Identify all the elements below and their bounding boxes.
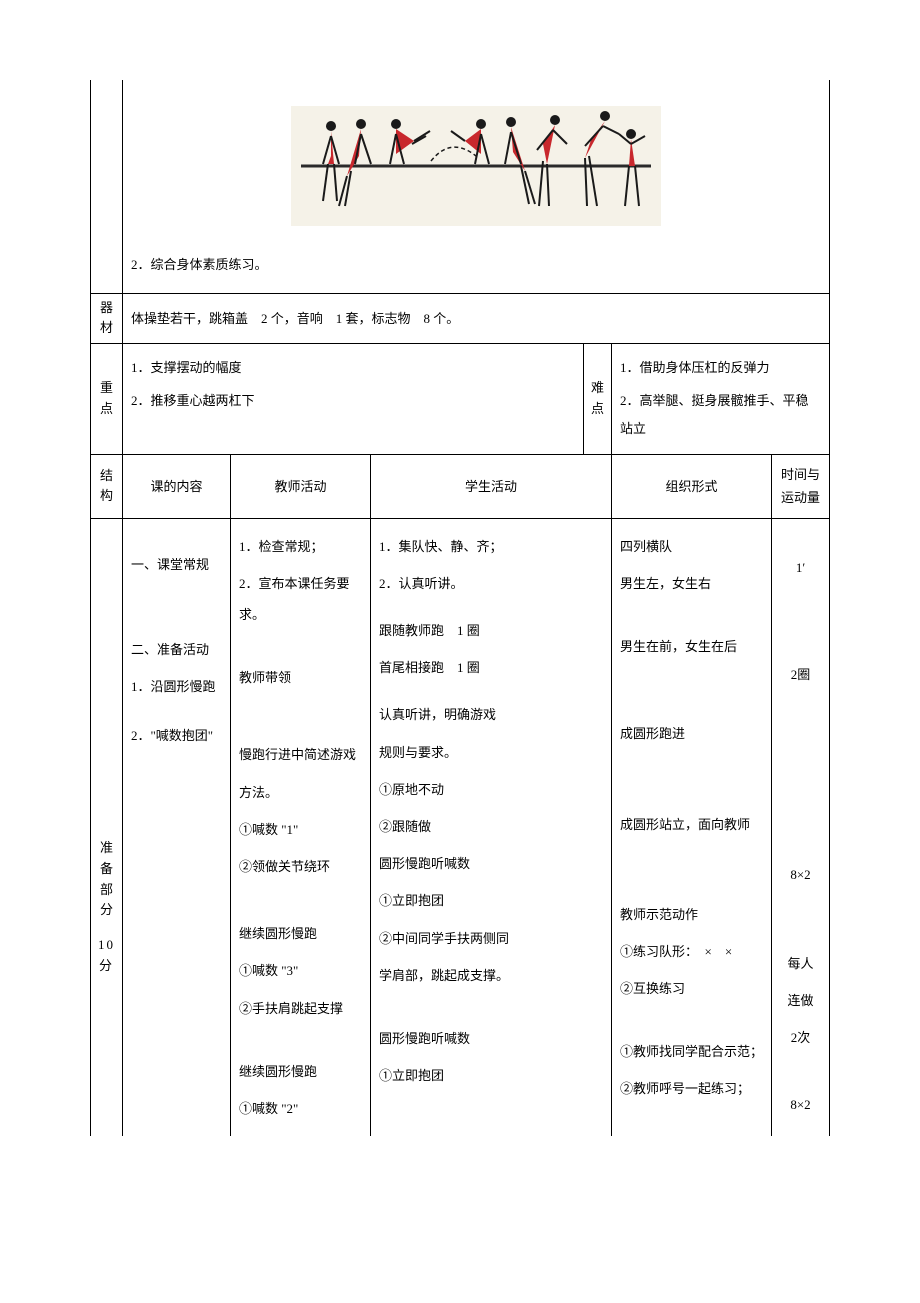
teacher-r1b: 2．宣布本课任务要求。 xyxy=(239,568,362,630)
content-r2a: 二、准备活动 xyxy=(131,634,222,665)
teacher-r5a: 继续圆形慢跑 xyxy=(239,918,362,949)
top-note: 2．综合身体素质练习。 xyxy=(131,249,821,280)
content-r1: 一、课堂常规 xyxy=(131,549,222,580)
org-r6a: ①教师找同学配合示范； xyxy=(620,1036,763,1067)
org-r6b: ②教师呼号一起练习； xyxy=(620,1073,763,1104)
student-r5d: 学肩部，跳起成支撑。 xyxy=(379,960,603,991)
student-r3a: 认真听讲，明确游戏 xyxy=(379,699,603,730)
student-r4a: ①原地不动 xyxy=(379,774,603,805)
time-r4: 8×2 xyxy=(780,859,821,890)
teacher-r4a: ①喊数 "1" xyxy=(239,814,362,845)
equipment-label: 器材 xyxy=(91,293,123,344)
kp-left-2: 2．推移重心越两杠下 xyxy=(131,387,575,416)
keypoints-left-label: 重点 xyxy=(91,344,123,455)
teacher-r3a: 慢跑行进中简述游戏 xyxy=(239,739,362,770)
prep-struct-label: 准备部分 10分 xyxy=(91,518,123,1136)
hdr-content: 课的内容 xyxy=(123,454,231,518)
student-r1b: 2．认真听讲。 xyxy=(379,568,603,599)
equipment-text: 体操垫若干，跳箱盖 2 个，音响 1 套，标志物 8 个。 xyxy=(123,293,830,344)
student-r2a: 跟随教师跑 1 圈 xyxy=(379,615,603,646)
time-r5a: 每人 xyxy=(780,948,821,979)
keypoints-right-cell: 1．借助身体压杠的反弹力 2．高举腿、挺身展髋推手、平稳站立 xyxy=(612,344,830,455)
teacher-r6a: 继续圆形慢跑 xyxy=(239,1056,362,1087)
org-r1b: 男生左，女生右 xyxy=(620,568,763,599)
table-header-row: 结构 课的内容 教师活动 学生活动 组织形式 时间与运动量 xyxy=(91,454,830,518)
time-r6: 8×2 xyxy=(780,1089,821,1120)
hdr-time: 时间与运动量 xyxy=(772,454,830,518)
keypoints-row: 重点 1．支撑摆动的幅度 2．推移重心越两杠下 难点 1．借助身体压杠的反弹力 … xyxy=(91,344,830,455)
hdr-struct: 结构 xyxy=(91,454,123,518)
org-r2: 男生在前，女生在后 xyxy=(620,631,763,662)
student-r6a: 圆形慢跑听喊数 xyxy=(379,1023,603,1054)
org-r5b: ①练习队形： × × xyxy=(620,936,763,967)
content-r2b: 1．沿圆形慢跑 xyxy=(131,671,222,702)
teacher-r4b: ②领做关节绕环 xyxy=(239,851,362,882)
org-r5c: ②互换练习 xyxy=(620,973,763,1004)
student-r4b: ②跟随做 xyxy=(379,811,603,842)
student-r5a: 圆形慢跑听喊数 xyxy=(379,848,603,879)
org-r1a: 四列横队 xyxy=(620,531,763,562)
prep-teacher-cell: 1．检查常规； 2．宣布本课任务要求。 教师带领 慢跑行进中简述游戏 方法。 ①… xyxy=(231,518,371,1136)
lesson-plan-page: 2．综合身体素质练习。 器材 体操垫若干，跳箱盖 2 个，音响 1 套，标志物 … xyxy=(90,80,830,1136)
student-r6b: ①立即抱团 xyxy=(379,1060,603,1091)
teacher-r6b: ①喊数 "2" xyxy=(239,1093,362,1124)
top-label-blank xyxy=(91,80,123,293)
hdr-teacher: 教师活动 xyxy=(231,454,371,518)
time-r2: 2圈 xyxy=(780,659,821,690)
kp-right-1: 1．借助身体压杠的反弹力 xyxy=(620,354,821,383)
top-content-cell: 2．综合身体素质练习。 xyxy=(123,80,830,293)
student-r3b: 规则与要求。 xyxy=(379,737,603,768)
org-r3: 成圆形跑进 xyxy=(620,718,763,749)
prep-time-cell: 1′ 2圈 8×2 每人 连做 2次 8×2 xyxy=(772,518,830,1136)
time-r1: 1′ xyxy=(780,552,821,583)
student-r1a: 1．集队快、静、齐； xyxy=(379,531,603,562)
equipment-row: 器材 体操垫若干，跳箱盖 2 个，音响 1 套，标志物 8 个。 xyxy=(91,293,830,344)
gymnast-figure xyxy=(131,86,821,243)
teacher-r2: 教师带领 xyxy=(239,662,362,693)
hdr-org: 组织形式 xyxy=(612,454,772,518)
lesson-table: 2．综合身体素质练习。 器材 体操垫若干，跳箱盖 2 个，音响 1 套，标志物 … xyxy=(90,80,830,1136)
student-r5b: ①立即抱团 xyxy=(379,885,603,916)
prep-row: 准备部分 10分 一、课堂常规 二、准备活动 1．沿圆形慢跑 2．"喊数抱团" … xyxy=(91,518,830,1136)
prep-student-cell: 1．集队快、静、齐； 2．认真听讲。 跟随教师跑 1 圈 首尾相接跑 1 圈 认… xyxy=(371,518,612,1136)
student-r5c: ②中间同学手扶两侧同 xyxy=(379,923,603,954)
kp-right-2: 2．高举腿、挺身展髋推手、平稳站立 xyxy=(620,387,821,444)
teacher-r5b: ①喊数 "3" xyxy=(239,955,362,986)
teacher-r3b: 方法。 xyxy=(239,777,362,808)
content-r3: 2．"喊数抱团" xyxy=(131,720,222,751)
teacher-r5c: ②手扶肩跳起支撑 xyxy=(239,993,362,1024)
student-r2b: 首尾相接跑 1 圈 xyxy=(379,652,603,683)
keypoints-right-label: 难点 xyxy=(584,344,612,455)
prep-org-cell: 四列横队 男生左，女生右 男生在前，女生在后 成圆形跑进 成圆形站立，面向教师 … xyxy=(612,518,772,1136)
org-r4: 成圆形站立，面向教师 xyxy=(620,809,763,840)
time-r5b: 连做 xyxy=(780,985,821,1016)
prep-content-cell: 一、课堂常规 二、准备活动 1．沿圆形慢跑 2．"喊数抱团" xyxy=(123,518,231,1136)
top-illustration-row: 2．综合身体素质练习。 xyxy=(91,80,830,293)
teacher-r1a: 1．检查常规； xyxy=(239,531,362,562)
hdr-student: 学生活动 xyxy=(371,454,612,518)
org-r5a: 教师示范动作 xyxy=(620,899,763,930)
keypoints-left-cell: 1．支撑摆动的幅度 2．推移重心越两杠下 xyxy=(123,344,584,455)
gymnast-svg xyxy=(291,106,661,226)
time-r5c: 2次 xyxy=(780,1022,821,1053)
kp-left-1: 1．支撑摆动的幅度 xyxy=(131,354,575,383)
